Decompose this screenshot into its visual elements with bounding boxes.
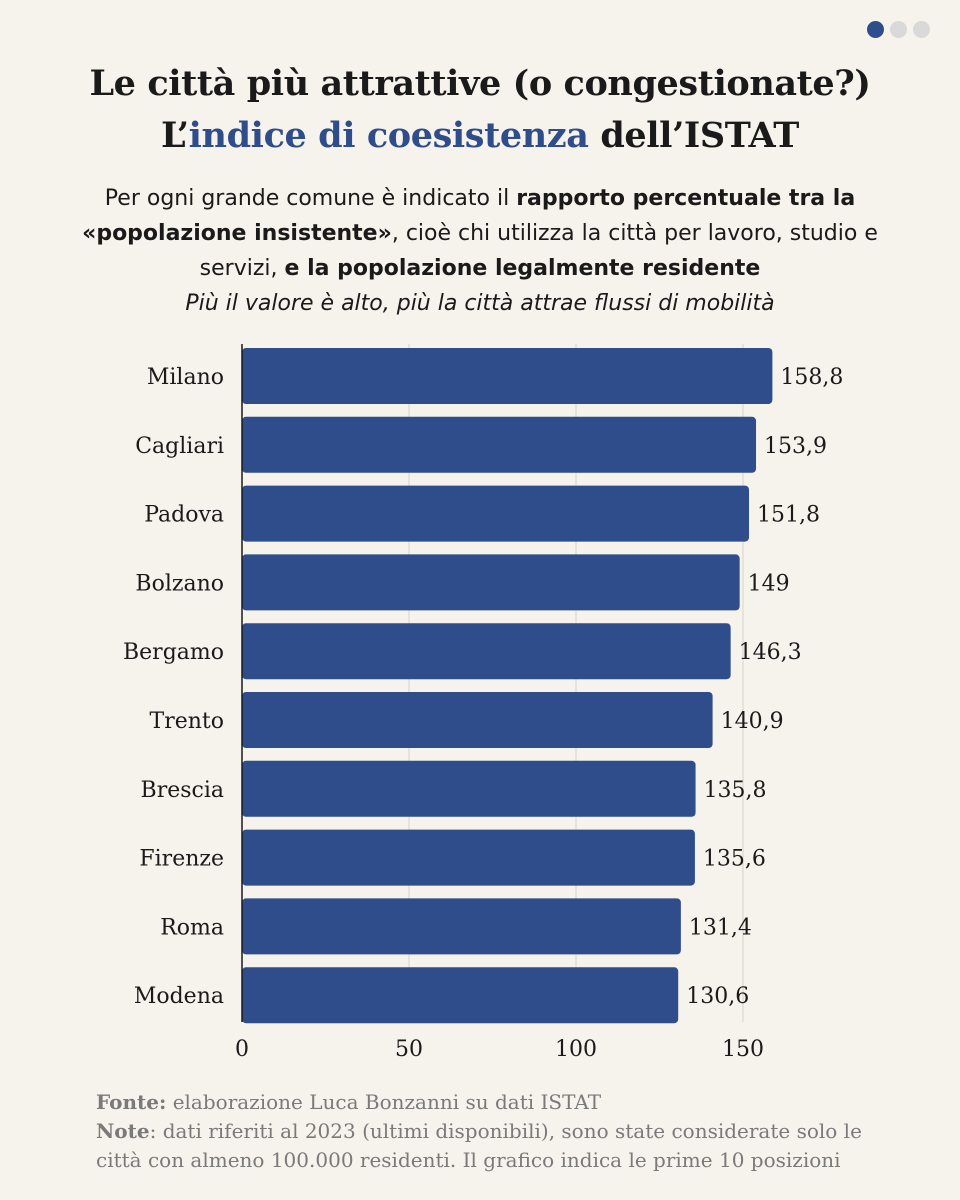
source-text: elaborazione Luca Bonzanni su dati ISTAT xyxy=(166,1090,602,1114)
subtitle-italic: Più il valore è alto, più la città attra… xyxy=(185,291,775,316)
title-prefix: L’ xyxy=(161,115,189,156)
value-label-bolzano: 149 xyxy=(748,571,790,596)
title-suffix: dell’ISTAT xyxy=(588,115,799,156)
value-label-padova: 151,8 xyxy=(757,503,820,528)
value-label-cagliari: 153,9 xyxy=(764,434,827,459)
note-text: : dati riferiti al 2023 (ultimi disponib… xyxy=(96,1119,862,1172)
value-label-trento: 140,9 xyxy=(721,709,784,734)
title-line-2: L’indice di coesistenza dell’ISTAT xyxy=(0,110,960,162)
x-tick-label-100: 100 xyxy=(555,1037,597,1062)
category-label-firenze: Firenze xyxy=(139,847,224,872)
subtitle-text-1: Per ogni grande comune è indicato il xyxy=(104,186,517,211)
category-label-bolzano: Bolzano xyxy=(135,571,224,596)
x-tick-label-150: 150 xyxy=(722,1037,764,1062)
source-label: Fonte: xyxy=(96,1090,167,1114)
value-label-firenze: 135,6 xyxy=(703,847,766,872)
subtitle-bold-1: rapporto percentuale tra la «popolazione… xyxy=(82,186,856,246)
value-label-brescia: 135,8 xyxy=(704,778,767,803)
bar-brescia xyxy=(242,760,696,817)
page-dot-1[interactable] xyxy=(867,21,884,38)
value-label-roma: 131,4 xyxy=(689,915,752,940)
bar-trento xyxy=(242,692,713,748)
title-accent: indice di coesistenza xyxy=(188,115,589,156)
subtitle-text-2: , cioè chi utilizza la città per lavoro,… xyxy=(199,221,878,281)
category-label-cagliari: Cagliari xyxy=(135,434,224,459)
value-label-modena: 130,6 xyxy=(686,984,749,1009)
pagination-dots xyxy=(867,21,930,38)
x-tick-label-50: 50 xyxy=(395,1037,423,1062)
category-label-brescia: Brescia xyxy=(141,778,224,803)
category-label-trento: Trento xyxy=(150,709,224,734)
bar-chart: Milano 158,8 Cagliari 153,9 Padova 151,8 Bolza… xyxy=(123,344,843,1062)
bar-firenze xyxy=(242,829,695,886)
bar-milano xyxy=(242,348,773,404)
page-title: Le città più attrattive (o congestionate… xyxy=(0,58,960,162)
category-label-padova: Padova xyxy=(144,503,224,528)
bar-bolzano xyxy=(242,554,740,611)
page-dot-2[interactable] xyxy=(890,21,907,38)
bar-roma xyxy=(242,898,681,955)
category-label-modena: Modena xyxy=(134,984,224,1009)
value-label-bergamo: 146,3 xyxy=(739,640,802,665)
footer: Fonte: elaborazione Luca Bonzanni su dat… xyxy=(96,1088,896,1175)
category-label-bergamo: Bergamo xyxy=(123,640,224,665)
category-label-milano: Milano xyxy=(147,365,224,390)
bar-cagliari xyxy=(242,416,757,473)
bar-padova xyxy=(242,485,750,542)
note-label: Note xyxy=(96,1119,150,1143)
source-line: Fonte: elaborazione Luca Bonzanni su dat… xyxy=(96,1088,896,1117)
bar-modena xyxy=(242,967,679,1024)
subtitle-bold-2: e la popolazione legalmente residente xyxy=(284,256,761,281)
bar-bergamo xyxy=(242,623,731,680)
x-tick-label-0: 0 xyxy=(235,1037,249,1062)
title-line-1: Le città più attrattive (o congestionate… xyxy=(89,63,871,104)
note-line: Note: dati riferiti al 2023 (ultimi disp… xyxy=(96,1117,896,1175)
value-label-milano: 158,8 xyxy=(780,365,843,390)
subtitle: Per ogni grande comune è indicato il rap… xyxy=(60,181,900,321)
category-label-roma: Roma xyxy=(160,915,224,940)
page-dot-3[interactable] xyxy=(913,21,930,38)
